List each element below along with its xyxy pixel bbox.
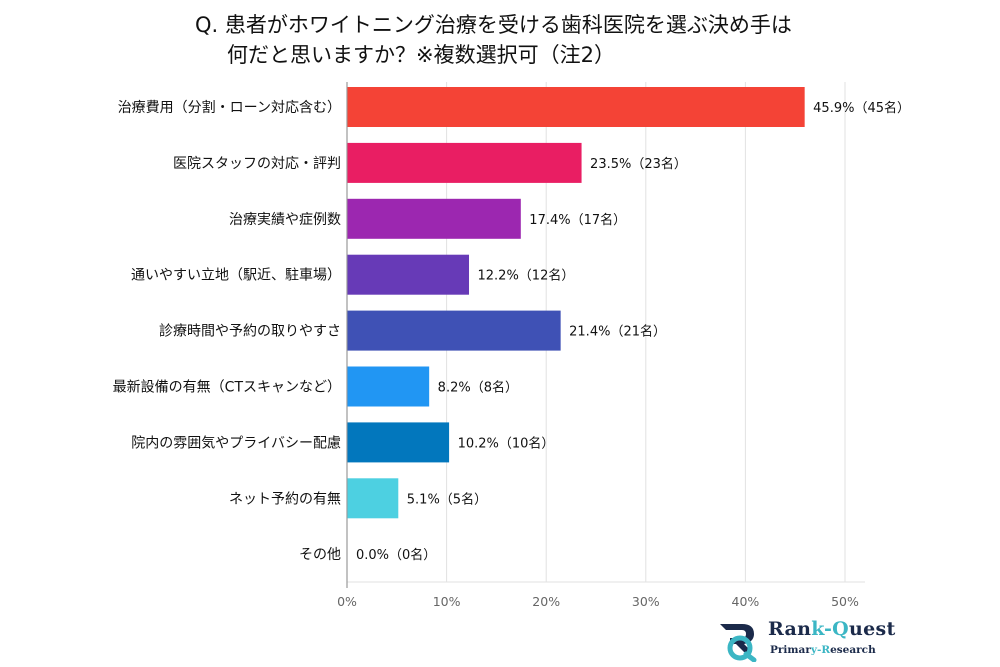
category-label: その他: [299, 547, 341, 563]
rq-logo-icon: [720, 624, 757, 662]
bar: [347, 478, 399, 519]
bar: [347, 422, 450, 463]
data-label: 0.0%（0名）: [356, 547, 436, 563]
category-label: ネット予約の有無: [229, 491, 341, 507]
brand-sub-part: Primar: [770, 644, 811, 656]
category-label: 診療時間や予約の取りやすさ: [159, 323, 341, 340]
brand-name: Rank-Quest: [768, 618, 896, 640]
brand-name-part: uest: [849, 618, 896, 640]
bars: [347, 87, 805, 519]
data-label: 12.2%（12名）: [478, 268, 575, 284]
data-label: 10.2%（10名）: [458, 435, 555, 451]
chart-title-line-2: 何だと思いますか？※複数選択可（注2）: [227, 43, 615, 67]
chart-title-line-1: Q. 患者がホワイトニング治療を受ける歯科医院を選ぶ決め手は: [195, 13, 792, 37]
brand-name-part: Ran: [768, 618, 812, 640]
category-label: 治療費用（分割・ローン対応含む）: [118, 99, 341, 116]
bar: [347, 198, 521, 239]
data-label: 17.4%（17名）: [529, 212, 626, 228]
category-label: 医院スタッフの対応・評判: [173, 156, 341, 172]
brand-sub-part: y-: [810, 644, 822, 656]
brand-sub-part: R: [821, 644, 831, 656]
category-label: 通いやすい立地（駅近、駐車場）: [131, 267, 341, 284]
bar: [347, 142, 582, 183]
x-tick-label: 40%: [732, 594, 760, 609]
brand-name-part: k-: [811, 618, 833, 640]
bar: [347, 366, 430, 407]
data-label: 45.9%（45名）: [813, 100, 910, 116]
bar: [347, 254, 470, 295]
x-tick-label: 10%: [433, 594, 461, 609]
value-labels: 45.9%（45名） 23.5%（23名） 17.4%（17名） 12.2%（12名）…: [356, 100, 910, 563]
data-label: 21.4%（21名）: [569, 324, 666, 340]
x-tick-label: 20%: [532, 594, 560, 609]
x-axis-ticks: 0% 10% 20% 30% 40% 50%: [337, 594, 859, 609]
rank-quest-logo: Rank-Quest Primary-Research: [718, 614, 895, 662]
chart-title: Q. 患者がホワイトニング治療を受ける歯科医院を選ぶ決め手は 何だと思いますか？…: [195, 10, 915, 70]
category-label: 治療実績や症例数: [229, 211, 341, 228]
bar: [347, 87, 805, 127]
data-label: 23.5%（23名）: [590, 156, 687, 172]
x-tick-label: 50%: [831, 594, 859, 609]
data-label: 5.1%（5名）: [407, 491, 487, 507]
category-label: 最新設備の有無（CTスキャンなど）: [113, 380, 341, 396]
data-label: 8.2%（8名）: [438, 380, 518, 396]
brand-subtitle: Primary-Research: [770, 644, 876, 656]
x-tick-label: 30%: [632, 594, 660, 609]
bar: [347, 310, 561, 351]
x-tick-label: 0%: [337, 594, 357, 609]
category-label: 院内の雰囲気やプライバシー配慮: [131, 435, 341, 451]
category-labels: 治療費用（分割・ローン対応含む） 医院スタッフの対応・評判治療実績や症例数通いやす…: [113, 99, 341, 563]
brand-sub-part: esearch: [830, 644, 876, 656]
brand-name-part: Q: [832, 618, 850, 640]
